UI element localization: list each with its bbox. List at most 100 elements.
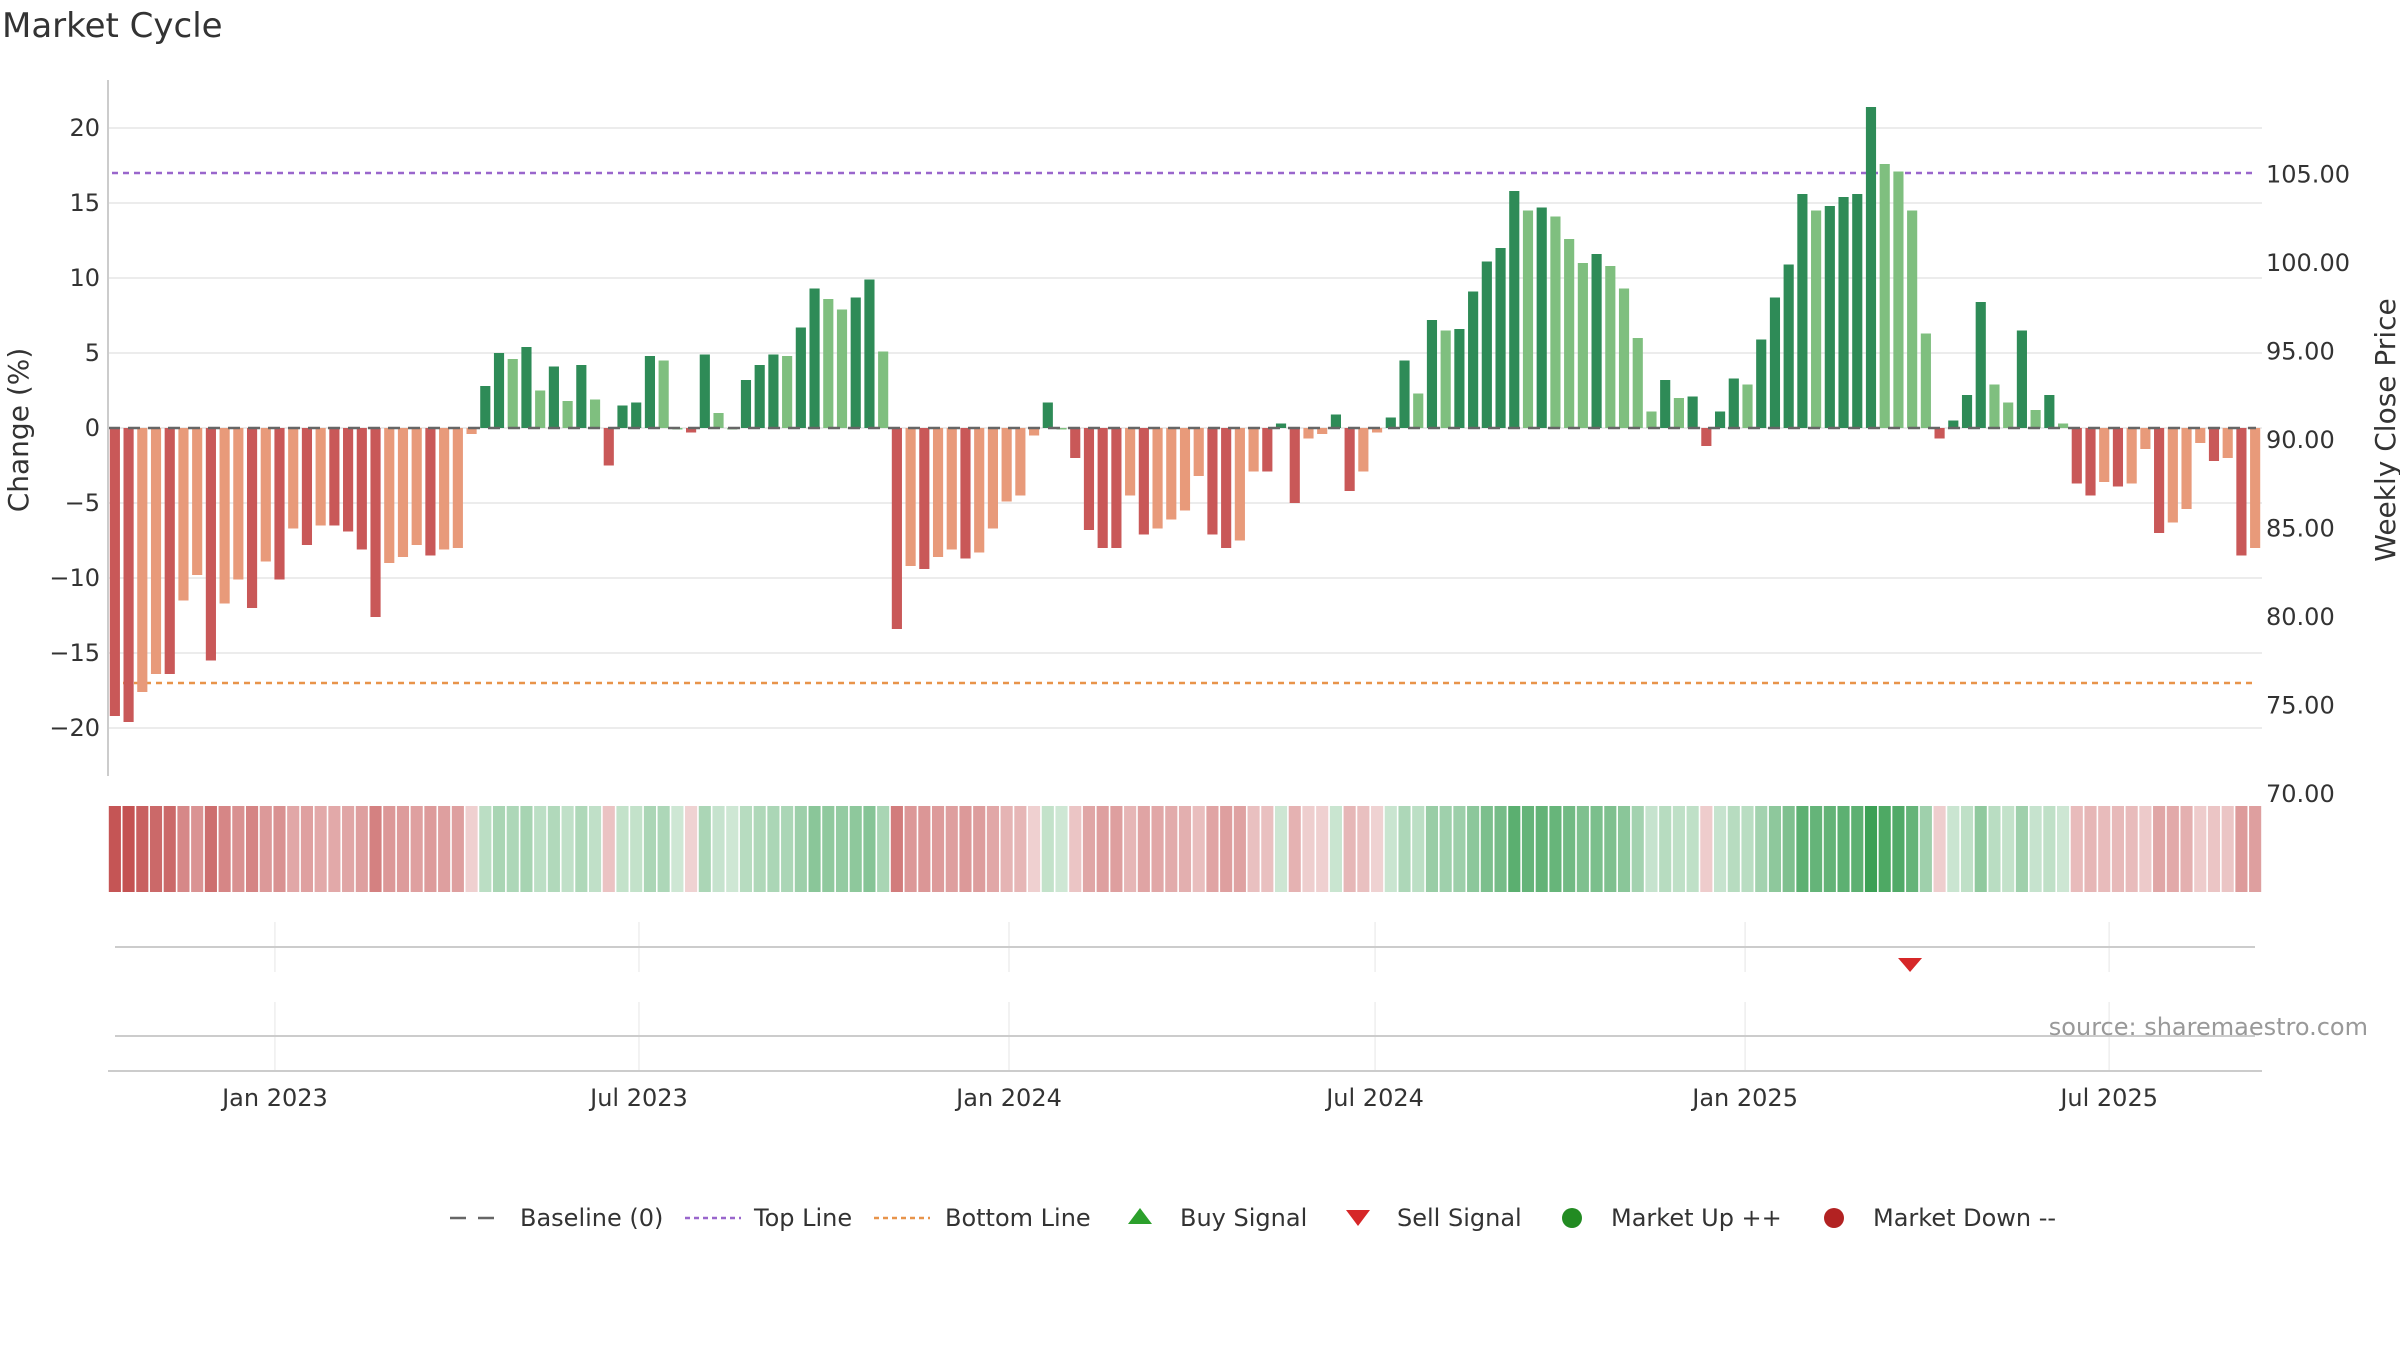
heat-cell xyxy=(1467,806,1480,892)
y-tick-label-right: 70.00 xyxy=(2266,780,2335,808)
legend-label: Buy Signal xyxy=(1180,1204,1307,1232)
bar xyxy=(1509,191,1520,428)
heat-cell xyxy=(973,806,986,892)
heat-cell xyxy=(1151,806,1164,892)
bar xyxy=(109,428,120,716)
bar xyxy=(2154,428,2165,533)
heat-cell xyxy=(808,806,821,892)
bar xyxy=(315,428,326,526)
heat-cell xyxy=(863,806,876,892)
heat-cell xyxy=(2043,806,2056,892)
heat-cell xyxy=(2194,806,2207,892)
heat-cell xyxy=(451,806,464,892)
heat-cell xyxy=(1000,806,1013,892)
bar xyxy=(1468,291,1479,428)
heat-cell xyxy=(1206,806,1219,892)
bar xyxy=(1166,428,1177,520)
heat-cell xyxy=(547,806,560,892)
legend-swatch xyxy=(1128,1208,1152,1224)
heat-cell xyxy=(2029,806,2042,892)
bar xyxy=(1275,423,1287,428)
bar xyxy=(2099,428,2110,482)
heat-cell xyxy=(369,806,382,892)
heat-cell xyxy=(177,806,190,892)
y-tick-label-right: 90.00 xyxy=(2266,426,2335,454)
heat-cell xyxy=(1521,806,1535,892)
bar xyxy=(192,428,203,575)
heat-cell xyxy=(2235,806,2248,892)
bar xyxy=(1056,428,1067,430)
heat-cell xyxy=(1947,806,1960,892)
bar xyxy=(2030,410,2041,428)
heat-cell xyxy=(835,806,849,892)
heat-cell xyxy=(2125,806,2138,892)
bar xyxy=(2181,428,2192,509)
heat-cell xyxy=(149,806,163,892)
bar xyxy=(919,428,930,569)
bar xyxy=(1646,411,1657,428)
y-tick-label-right: 85.00 xyxy=(2266,515,2335,543)
heat-cell xyxy=(588,806,602,892)
heat-cell xyxy=(259,806,272,892)
heat-cell xyxy=(1933,806,1946,892)
heat-cell xyxy=(1563,806,1576,892)
bar xyxy=(686,428,697,433)
heat-cell xyxy=(1988,806,2001,892)
heat-cell xyxy=(1178,806,1192,892)
bar xyxy=(1179,428,1191,511)
legend-item-top: Top Line xyxy=(685,1204,852,1232)
bar xyxy=(1811,210,1822,428)
bar xyxy=(1372,428,1383,433)
heat-cell xyxy=(1288,806,1301,892)
heat-cell xyxy=(410,806,423,892)
y-tick-label-left: −5 xyxy=(65,489,100,517)
heat-cell xyxy=(520,806,533,892)
source-text: source: sharemaestro.com xyxy=(2049,1013,2368,1041)
bar xyxy=(960,428,971,559)
bar xyxy=(233,428,244,580)
bar xyxy=(384,428,395,563)
bar xyxy=(411,428,422,545)
bar xyxy=(2112,428,2124,487)
y-tick-label-right: 100.00 xyxy=(2266,249,2350,277)
heat-cell xyxy=(355,806,368,892)
bar xyxy=(480,386,491,428)
heat-cell xyxy=(822,806,835,892)
heat-cell xyxy=(1659,806,1672,892)
bar xyxy=(288,428,299,529)
bar xyxy=(1138,428,1149,535)
bar xyxy=(356,428,367,550)
heat-cell xyxy=(1055,806,1068,892)
heat-cell xyxy=(328,806,341,892)
bar xyxy=(603,428,614,466)
bar xyxy=(713,413,724,428)
bar xyxy=(1687,396,1698,428)
bar xyxy=(1838,197,1849,428)
bar xyxy=(1029,428,1040,436)
bar xyxy=(521,347,532,428)
bar xyxy=(2057,423,2069,428)
legend-item-sell: Sell Signal xyxy=(1346,1204,1522,1232)
heat-cell xyxy=(1274,806,1288,892)
bar xyxy=(2016,330,2027,428)
heat-cell xyxy=(1823,806,1836,892)
heat-cell xyxy=(643,806,656,892)
bar xyxy=(1948,420,1959,428)
y-tick-label-left: 10 xyxy=(69,264,100,292)
bar xyxy=(932,428,944,557)
heat-cell xyxy=(575,806,588,892)
x-tick-label: Jul 2023 xyxy=(588,1084,688,1112)
bar xyxy=(644,356,656,428)
heat-cell xyxy=(2098,806,2111,892)
heat-cell xyxy=(1343,806,1356,892)
heat-cell xyxy=(1768,806,1782,892)
heat-cell xyxy=(1233,806,1246,892)
bar xyxy=(2195,428,2206,443)
heat-cell xyxy=(2139,806,2152,892)
signal-panel xyxy=(115,922,2255,972)
x-tick-label: Jan 2023 xyxy=(220,1084,328,1112)
heat-cell xyxy=(506,806,519,892)
y-tick-label-left: −10 xyxy=(49,564,100,592)
heat-cell xyxy=(191,806,204,892)
heat-cell xyxy=(1919,806,1932,892)
